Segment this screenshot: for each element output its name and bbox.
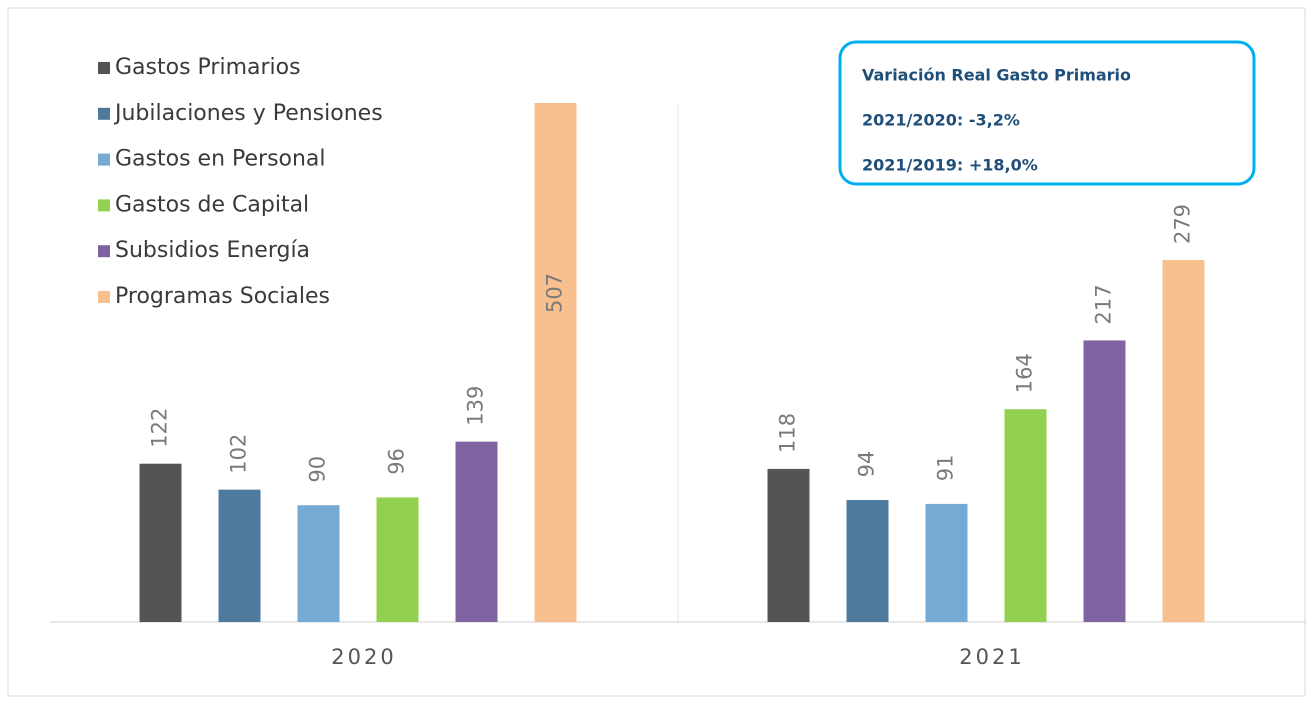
- legend-label: Programas Sociales: [115, 284, 330, 309]
- annotation-line: 2021/2019: +18,0%: [862, 156, 1038, 175]
- annotation-line: 2021/2020: -3,2%: [862, 111, 1020, 130]
- bar: [925, 503, 968, 622]
- data-label: 122: [148, 408, 172, 448]
- legend-swatch: [98, 62, 110, 74]
- legend-swatch: [98, 245, 110, 258]
- legend-label: Gastos de Capital: [115, 192, 309, 217]
- legend-swatch: [98, 107, 110, 120]
- annotation-line: Variación Real Gasto Primario: [862, 66, 1131, 85]
- data-label: 139: [464, 386, 488, 426]
- data-label: 217: [1092, 284, 1116, 324]
- data-label: 96: [385, 448, 409, 475]
- annotation-box: [838, 40, 1256, 186]
- bar: [139, 463, 182, 622]
- data-label: 118: [776, 413, 800, 453]
- category-label: 2021: [959, 645, 1024, 669]
- legend-label: Gastos Primarios: [115, 55, 301, 80]
- bar: [218, 489, 261, 622]
- data-label: 91: [934, 455, 958, 482]
- category-label: 2020: [331, 645, 396, 669]
- data-label: 90: [306, 456, 330, 483]
- legend-swatch: [98, 291, 110, 303]
- bar: [534, 103, 577, 622]
- bar: [767, 468, 810, 622]
- data-label: 102: [227, 434, 251, 474]
- legend-label: Subsidios Energía: [115, 238, 310, 263]
- bar: [1083, 340, 1126, 622]
- bar: [297, 505, 340, 622]
- bar: [1162, 259, 1205, 622]
- data-label: 279: [1171, 204, 1195, 244]
- bar: [846, 500, 889, 622]
- data-label: 94: [855, 451, 879, 478]
- bar: [455, 441, 498, 622]
- bar: [1004, 409, 1047, 622]
- bars: [139, 103, 1205, 622]
- data-label: 164: [1013, 353, 1037, 393]
- legend-swatch: [98, 153, 110, 166]
- bar: [376, 497, 419, 622]
- legend-label: Gastos en Personal: [115, 147, 326, 172]
- data-label: 507: [543, 273, 567, 313]
- legend-label: Jubilaciones y Pensiones: [113, 101, 383, 126]
- legend-swatch: [98, 199, 110, 212]
